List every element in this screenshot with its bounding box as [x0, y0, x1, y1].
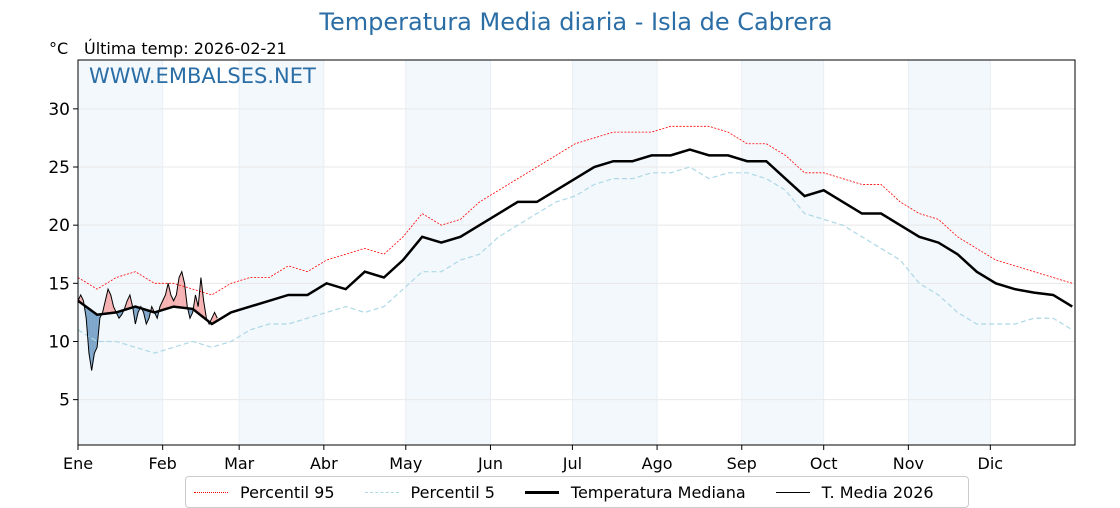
y-tick-label: 30 — [48, 100, 70, 120]
x-tick-label: Jul — [562, 454, 582, 473]
legend-swatch-median — [524, 490, 559, 494]
month-band — [239, 60, 324, 445]
legend-label: Temperatura Mediana — [570, 482, 746, 502]
month-band — [741, 60, 824, 445]
p5-line — [77, 166, 1073, 354]
current-year-line — [77, 270, 218, 371]
anomaly-above-fill — [165, 283, 169, 310]
x-tick-label: Mar — [224, 454, 255, 473]
anomaly-below-fill — [146, 309, 150, 325]
p95-line — [77, 125, 1073, 296]
legend-item-current: T. Media 2026 — [775, 482, 934, 502]
month-band — [572, 60, 658, 445]
month-band — [405, 60, 491, 445]
y-tick-label: 5 — [59, 391, 70, 411]
legend-label: Percentil 95 — [240, 482, 335, 502]
month-band — [908, 60, 991, 445]
x-tick-label: Abr — [310, 454, 338, 473]
legend-item-median: Temperatura Mediana — [524, 482, 746, 502]
anomaly-above-fill — [179, 271, 182, 308]
watermark: WWW.EMBALSES.NET — [89, 64, 316, 88]
y-unit-label: °C — [49, 39, 69, 58]
anomaly-above-fill — [105, 289, 109, 314]
legend-item-p95: Percentil 95 — [194, 483, 335, 502]
x-tick-label: Ene — [63, 454, 93, 473]
anomaly-above-fill — [170, 294, 174, 308]
legend-swatch-p5 — [364, 491, 399, 493]
anomaly-above-fill — [211, 312, 215, 325]
anomaly-above-fill — [108, 289, 111, 314]
y-tick-label: 15 — [48, 274, 70, 294]
y-tick-label: 10 — [48, 332, 70, 352]
x-tick-label: May — [389, 454, 422, 473]
plot-frame — [77, 59, 1076, 446]
anomaly-above-fill — [127, 294, 130, 310]
chart-title: Temperatura Media diaria - Isla de Cabre… — [319, 8, 833, 36]
month-band — [78, 60, 163, 445]
legend-label: T. Media 2026 — [821, 482, 934, 502]
y-tick-label: 20 — [48, 216, 70, 236]
legend-label: Percentil 5 — [410, 482, 495, 502]
x-tick-label: Oct — [810, 454, 838, 473]
x-tick-label: Feb — [149, 454, 177, 473]
legend: Percentil 95 Percentil 5 Temperatura Med… — [185, 476, 969, 508]
x-tick-label: Nov — [893, 454, 924, 473]
y-tick-label: 25 — [48, 158, 70, 178]
legend-swatch-p95 — [194, 491, 228, 493]
anomaly-above-fill — [162, 294, 166, 310]
median-line — [77, 148, 1073, 326]
x-tick-label: Ago — [642, 454, 673, 473]
x-tick-label: Dic — [978, 454, 1004, 473]
legend-swatch-current — [775, 491, 810, 493]
anomaly-below-fill — [94, 312, 98, 354]
legend-item-p5: Percentil 5 — [364, 482, 495, 502]
x-tick-label: Sep — [727, 454, 757, 473]
anomaly-above-fill — [173, 294, 177, 307]
x-tick-label: Jun — [477, 454, 503, 473]
last-temp-label: Última temp: 2026-02-21 — [84, 39, 287, 58]
anomaly-above-fill — [168, 283, 171, 309]
